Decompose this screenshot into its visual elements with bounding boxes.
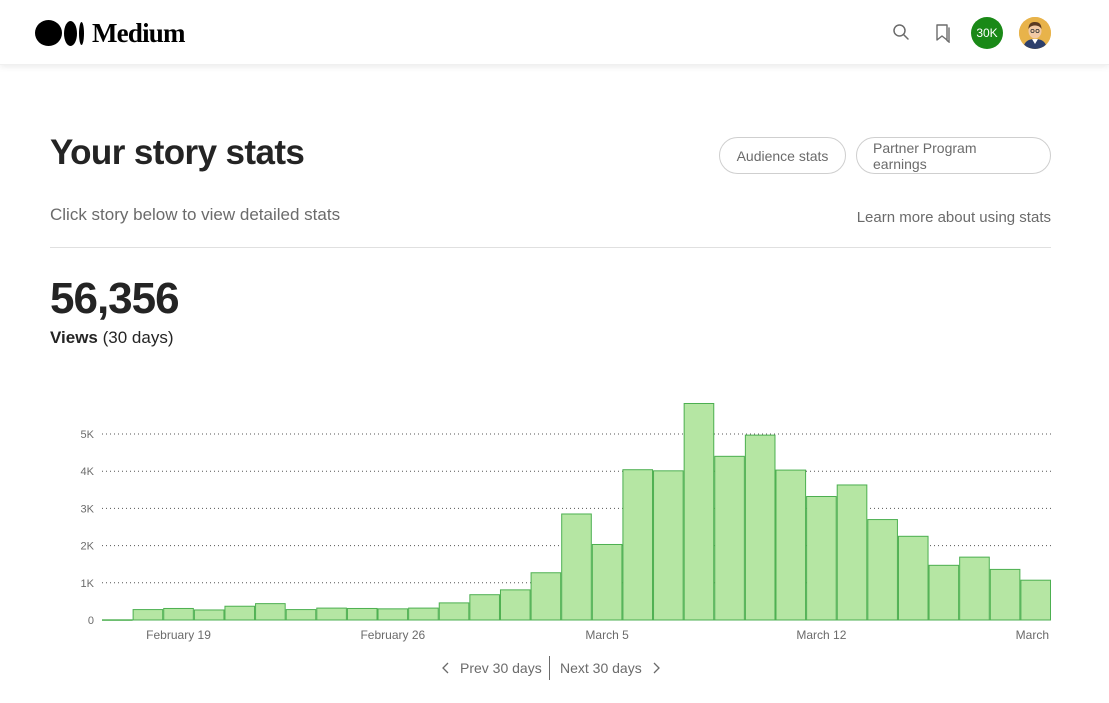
chart-bar[interactable]: [622, 469, 654, 621]
chart-bar[interactable]: [408, 607, 439, 621]
chart-bar[interactable]: [285, 609, 317, 621]
divider: [50, 247, 1051, 248]
chart-bar[interactable]: [928, 564, 960, 621]
prev-label: Prev 30 days: [460, 660, 542, 676]
chart-bar[interactable]: [438, 602, 470, 621]
y-tick-label: 0: [88, 615, 94, 627]
chart-bar[interactable]: [224, 605, 256, 621]
chart-bar[interactable]: [714, 455, 745, 621]
medium-logo[interactable]: Medium: [35, 17, 186, 48]
notification-count-badge[interactable]: 30K: [971, 17, 1003, 49]
chart-bar[interactable]: [775, 469, 807, 621]
chart-bar[interactable]: [530, 572, 562, 621]
y-tick-label: 3K: [81, 503, 95, 515]
next-label: Next 30 days: [560, 660, 642, 676]
medium-logo-mark-icon: [35, 20, 84, 46]
chart-bar[interactable]: [163, 607, 194, 621]
chart-bar[interactable]: [346, 607, 378, 621]
x-tick-label: February 19: [146, 628, 211, 642]
pager-separator: [549, 656, 550, 680]
instruction-text: Click story below to view detailed stats: [50, 205, 341, 224]
views-bar-chart: 0 1K 2K 3K 4K 5K February 19 February 26 March 5…: [81, 402, 1051, 642]
chart-bar[interactable]: [683, 402, 715, 621]
x-tick-label: March 5: [585, 628, 629, 642]
audience-stats-button[interactable]: Audience stats: [719, 137, 846, 174]
views-label-text: Views: [50, 328, 98, 347]
chevron-right-icon: [653, 662, 660, 674]
x-tick-label: February 26: [360, 628, 425, 642]
chart-bar[interactable]: [132, 609, 164, 621]
chart-bar[interactable]: [1020, 579, 1051, 621]
avatar[interactable]: [1019, 17, 1051, 49]
learn-more-link[interactable]: Learn more about using stats: [856, 209, 1051, 226]
bookmarks-icon[interactable]: [931, 21, 953, 43]
chart-bar[interactable]: [897, 535, 929, 621]
chart-bar[interactable]: [499, 589, 531, 621]
y-tick-label: 1K: [81, 578, 95, 590]
x-tick-label: March 12: [796, 628, 846, 642]
prev-30-days-button[interactable]: Prev 30 days: [440, 656, 542, 680]
chart-bar[interactable]: [836, 484, 868, 621]
partner-program-earnings-button[interactable]: Partner Program earnings: [856, 137, 1051, 174]
chart-bar[interactable]: [959, 556, 990, 621]
chart-bar[interactable]: [316, 607, 347, 621]
chart-bar[interactable]: [867, 519, 898, 621]
pagination: Prev 30 days Next 30 days: [0, 656, 1109, 680]
chart-bar[interactable]: [591, 543, 623, 621]
search-icon[interactable]: [890, 21, 912, 43]
y-tick-label: 5K: [81, 429, 95, 441]
y-tick-label: 2K: [81, 541, 95, 553]
chart-bar[interactable]: [653, 470, 684, 621]
next-30-days-button[interactable]: Next 30 days: [560, 656, 662, 680]
chart-bar[interactable]: [255, 603, 286, 621]
chart-bar[interactable]: [377, 608, 409, 621]
views-label: Views (30 days): [50, 328, 174, 348]
total-views-number: 56,356: [50, 274, 180, 323]
x-tick-label: March: [1016, 628, 1049, 642]
chart-bar[interactable]: [469, 594, 500, 621]
y-tick-label: 4K: [81, 466, 95, 478]
views-period-text: (30 days): [102, 328, 174, 347]
chevron-left-icon: [442, 662, 449, 674]
page-title: Your story stats: [50, 133, 305, 172]
chart-bar[interactable]: [561, 513, 592, 621]
chart-bar[interactable]: [744, 434, 776, 621]
logo-text: Medium: [92, 17, 186, 48]
chart-bar[interactable]: [193, 609, 225, 621]
chart-bar[interactable]: [989, 568, 1021, 621]
chart-bar[interactable]: [806, 495, 837, 621]
top-navigation-bar: Medium 30K: [0, 0, 1109, 65]
